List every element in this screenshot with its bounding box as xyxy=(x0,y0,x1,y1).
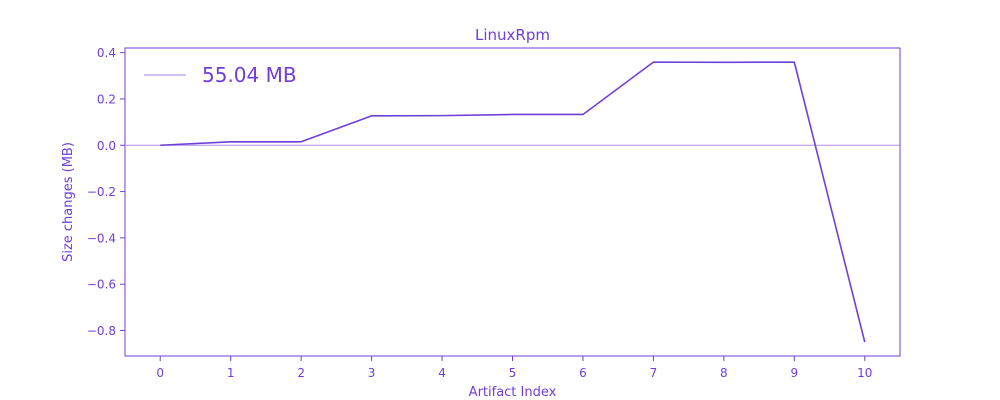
y-axis-label: Size changes (MB) xyxy=(61,142,76,262)
x-tick-label: 10 xyxy=(857,366,872,380)
legend-label: 55.04 MB xyxy=(202,63,297,87)
y-tick-label: −0.2 xyxy=(87,185,116,199)
x-tick-label: 3 xyxy=(368,366,376,380)
y-tick-label: −0.4 xyxy=(87,231,116,245)
x-tick-label: 0 xyxy=(156,366,164,380)
x-tick-label: 9 xyxy=(790,366,798,380)
plot-frame xyxy=(124,47,901,357)
y-tick-label: 0.0 xyxy=(97,139,116,153)
x-tick-label: 7 xyxy=(650,366,658,380)
x-tick-label: 1 xyxy=(227,366,235,380)
x-tick-label: 5 xyxy=(509,366,517,380)
y-tick-label: −0.6 xyxy=(87,278,116,292)
x-tick-label: 8 xyxy=(720,366,728,380)
legend: 55.04 MB xyxy=(144,63,297,87)
x-tick-label: 2 xyxy=(297,366,305,380)
x-tick-label: 4 xyxy=(438,366,446,380)
x-tick-label: 6 xyxy=(579,366,587,380)
y-tick-label: −0.8 xyxy=(87,324,116,338)
x-axis-label: Artifact Index xyxy=(469,385,557,400)
y-tick-label: 0.4 xyxy=(97,46,116,60)
series-line xyxy=(160,61,866,343)
chart-title: LinuxRpm xyxy=(475,26,550,44)
y-tick-label: 0.2 xyxy=(97,92,116,106)
plot-area: 0 1 2 3 4 5 6 7 8 9 10 0.4 0.2 0.0 −0.2 −0.4 −0.6 −0.8 xyxy=(87,46,901,380)
